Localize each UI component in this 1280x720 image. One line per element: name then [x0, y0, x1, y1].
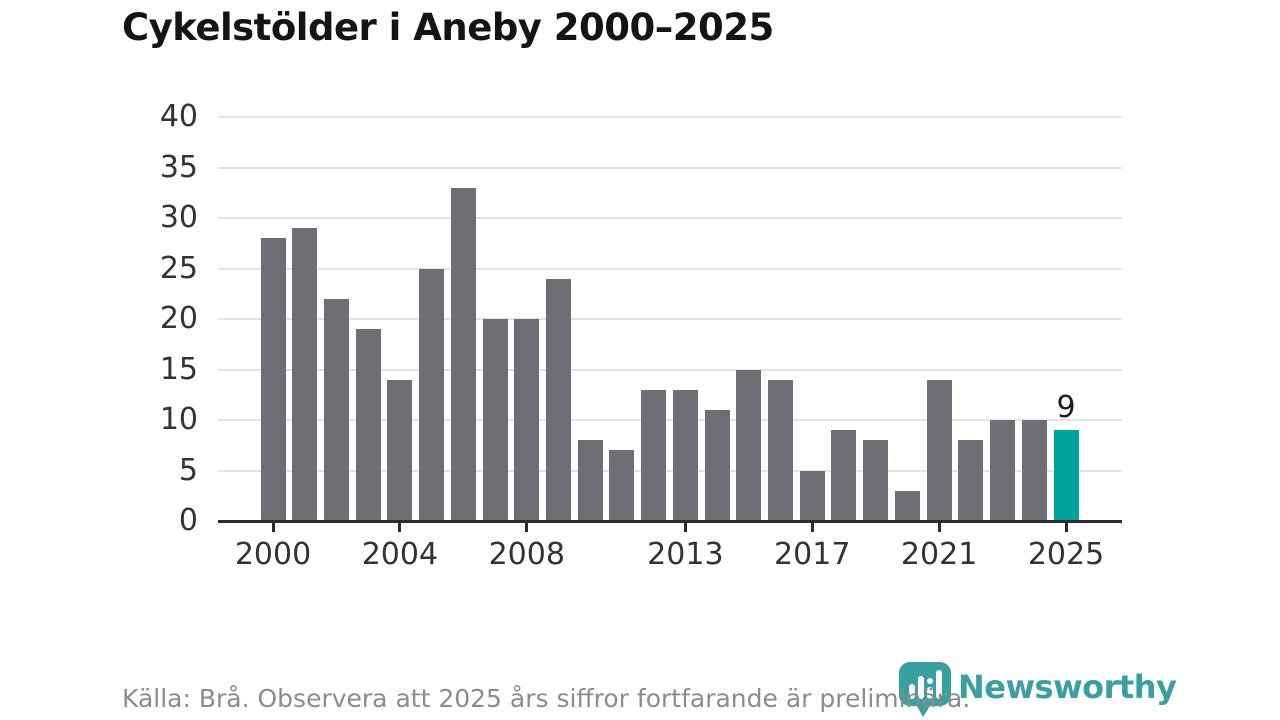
x-tick-2008 [525, 522, 529, 532]
x-tick-2017 [810, 522, 814, 532]
bar-2010 [577, 440, 603, 521]
bar-2003 [355, 329, 381, 521]
bar-2023 [990, 420, 1016, 521]
x-axis-label-2000: 2000 [234, 537, 312, 572]
chart-title: Cykelstölder i Aneby 2000–2025 [122, 6, 774, 49]
bar-2006 [450, 187, 476, 521]
x-axis-label-2008: 2008 [488, 537, 565, 572]
bar-2012 [641, 389, 667, 521]
bar-2017 [799, 470, 825, 521]
bar-2005 [419, 268, 445, 521]
highlight-value-label: 9 [1056, 390, 1076, 426]
bar-2021 [926, 379, 952, 521]
bar-2016 [768, 379, 794, 521]
x-axis-label-2004: 2004 [361, 537, 439, 572]
bar-2011 [609, 450, 635, 521]
gridline-5 [218, 469, 1122, 472]
newsworthy-pin-icon [897, 660, 953, 718]
x-tick-2013 [683, 522, 687, 532]
bar-2007 [482, 319, 508, 521]
newsworthy-logo: Newsworthy [897, 660, 1177, 718]
y-axis-label-20: 20 [159, 301, 198, 336]
x-tick-2021 [937, 522, 941, 532]
gridline-15 [218, 368, 1122, 371]
bar-2020 [894, 490, 920, 521]
gridline-30 [218, 217, 1122, 219]
x-axis-label-2025: 2025 [1027, 537, 1105, 572]
bar-2018 [831, 430, 857, 521]
bar-2000 [260, 238, 286, 521]
x-axis-label-2017: 2017 [774, 537, 851, 572]
y-axis-label-5: 5 [178, 452, 198, 488]
y-axis-label-25: 25 [159, 250, 198, 286]
bar-2019 [863, 440, 889, 521]
gridline-40 [218, 116, 1122, 118]
gridline-20 [218, 318, 1122, 320]
bar-2008 [514, 319, 540, 521]
y-axis-label-40: 40 [159, 99, 198, 134]
bar-2015 [736, 369, 762, 521]
gridline-35 [218, 166, 1122, 169]
bar-2014 [704, 409, 730, 521]
x-axis-line [218, 519, 1122, 523]
bar-2022 [958, 440, 984, 521]
y-axis-label-35: 35 [159, 149, 198, 185]
bar-2004 [387, 379, 413, 521]
x-axis-label-2021: 2021 [900, 537, 978, 572]
bar-2025 [1053, 430, 1079, 521]
y-axis-label-10: 10 [159, 402, 198, 437]
x-tick-2000 [271, 522, 275, 532]
source-note: Källa: Brå. Observera att 2025 års siffr… [122, 684, 971, 713]
x-tick-2004 [398, 522, 402, 532]
bar-2001 [292, 228, 318, 521]
bar-2024 [1021, 420, 1047, 521]
y-axis-label-30: 30 [159, 200, 198, 235]
bar-2013 [672, 389, 698, 521]
footer: Newsworthy Källa: Brå. Observera att 202… [0, 655, 1280, 720]
x-tick-2025 [1064, 522, 1068, 532]
y-axis-label-15: 15 [159, 351, 198, 387]
bar-2009 [545, 278, 571, 521]
newsworthy-logo-text: Newsworthy [958, 668, 1177, 706]
gridline-25 [218, 267, 1122, 270]
bar-2002 [323, 298, 349, 521]
y-axis-label-0: 0 [178, 503, 198, 538]
x-axis-label-2013: 2013 [647, 537, 724, 572]
gridline-10 [218, 419, 1122, 421]
